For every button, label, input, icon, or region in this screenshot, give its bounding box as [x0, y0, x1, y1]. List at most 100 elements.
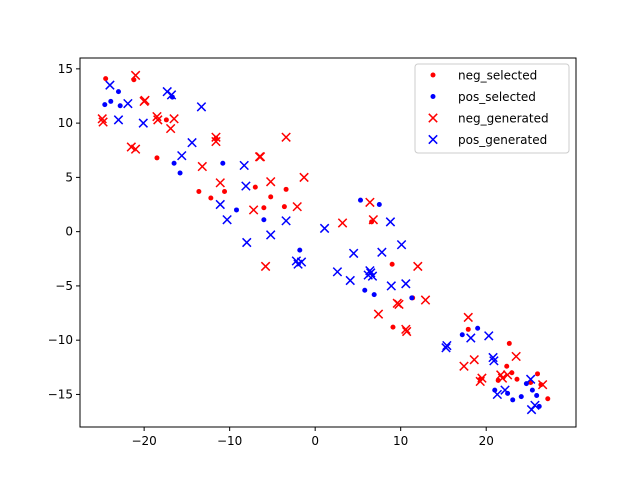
x-tick-label: 0 [311, 434, 319, 448]
neg_selected-point-18 [506, 340, 512, 346]
points-layer [97, 70, 551, 415]
series-neg_generated [97, 70, 548, 390]
neg_generated-point-22 [299, 172, 309, 183]
pos_selected-point-3 [117, 103, 123, 109]
neg_selected-point-23 [535, 371, 541, 377]
neg_generated-point-26 [373, 309, 384, 319]
pos_selected-point-9 [261, 217, 267, 223]
neg_generated-point-20 [281, 132, 291, 142]
neg_generated-point-8 [153, 115, 163, 125]
pos_generated-point-31 [401, 279, 411, 289]
pos_selected-point-12 [376, 202, 382, 208]
pos_generated-point-22 [348, 248, 359, 259]
pos_generated-point-32 [442, 340, 452, 351]
pos_generated-point-20 [332, 267, 343, 277]
pos_generated-point-37 [489, 356, 499, 366]
pos_selected-point-6 [177, 170, 183, 176]
neg_selected-point-8 [252, 184, 258, 190]
pos_generated-point-15 [281, 216, 291, 226]
neg_generated-point-7 [152, 111, 162, 122]
pos_selected-point-11 [357, 197, 363, 203]
pos_generated-point-34 [466, 333, 476, 343]
neg_generated-point-37 [477, 373, 487, 383]
neg_selected-point-9 [261, 205, 267, 211]
y-tick-label: −10 [48, 333, 73, 347]
neg_generated-point-25 [368, 214, 379, 225]
neg_generated-point-0 [97, 114, 107, 124]
neg_generated-point-32 [420, 295, 431, 305]
x-tick-label: 20 [479, 434, 494, 448]
neg_selected-point-11 [281, 204, 287, 210]
pos_generated-point-19 [319, 223, 330, 234]
pos_generated-point-13 [242, 237, 252, 248]
neg_generated-point-4 [130, 144, 141, 154]
y-tick-label: 10 [58, 116, 73, 130]
pos_generated-point-40 [525, 374, 536, 384]
pos_generated-point-10 [222, 214, 232, 225]
pos_selected-point-17 [475, 325, 481, 331]
pos_selected-point-20 [510, 397, 516, 403]
neg_generated-point-41 [511, 351, 521, 362]
neg_selected-point-14 [389, 261, 395, 267]
neg_generated-point-10 [169, 114, 179, 124]
neg_generated-point-29 [401, 324, 411, 335]
x-axis-ticks: −20 −10 0 10 20 [131, 427, 494, 448]
neg_selected-point-15 [390, 324, 396, 330]
neg_generated-point-9 [165, 123, 176, 134]
neg_generated-point-14 [215, 178, 225, 188]
pos_generated-point-6 [177, 150, 187, 161]
neg_selected-point-5 [208, 195, 214, 201]
neg_selected-point-6 [222, 188, 228, 194]
neg_generated-point-42 [537, 379, 548, 390]
pos_generated-point-14 [265, 230, 276, 240]
pos_selected-point-21 [518, 394, 524, 400]
pos_selected-point-8 [233, 207, 239, 213]
neg_generated-point-2 [130, 70, 141, 81]
neg_generated-point-34 [463, 312, 473, 323]
y-tick-label: −15 [48, 387, 73, 401]
legend-marker-pos_generated [428, 134, 438, 145]
pos_generated-point-38 [492, 389, 503, 400]
pos_generated-point-27 [377, 247, 387, 257]
pos_selected-point-10 [297, 247, 303, 253]
pos_generated-point-24 [365, 265, 375, 276]
pos_generated-point-0 [105, 80, 115, 90]
legend-entries: neg_selected pos_selected neg_generatedpos… [428, 69, 549, 147]
pos_generated-point-42 [530, 400, 540, 411]
x-tick-label: −20 [131, 434, 156, 448]
neg_selected-point-4 [196, 188, 202, 194]
legend-label-pos_selected: pos_selected [458, 90, 536, 104]
neg_selected-point-25 [545, 396, 551, 402]
neg_generated-point-31 [413, 261, 423, 272]
pos_generated-point-21 [345, 275, 355, 286]
neg_generated-point-12 [211, 132, 221, 142]
pos_selected-point-15 [409, 295, 415, 301]
pos_generated-point-3 [138, 118, 149, 128]
neg_generated-point-39 [497, 373, 508, 383]
neg_generated-point-35 [469, 354, 479, 365]
pos_selected-point-5 [171, 160, 177, 166]
pos_generated-point-35 [484, 331, 494, 341]
pos_generated-point-30 [396, 239, 407, 250]
legend-box [414, 63, 570, 154]
pos_generated-point-12 [241, 181, 251, 191]
neg_selected-point-17 [465, 326, 471, 332]
neg_generated-point-33 [459, 361, 469, 371]
y-axis-ticks: −15 −10 −5 0 5 10 15 [48, 62, 80, 401]
neg_generated-point-13 [211, 136, 221, 147]
pos_selected-point-23 [529, 387, 535, 393]
neg_selected-point-0 [103, 76, 109, 82]
legend-marker-pos_selected [430, 94, 436, 99]
legend-marker-neg_selected [430, 72, 436, 78]
pos_generated-point-2 [123, 98, 133, 109]
pos_selected-point-1 [108, 98, 114, 104]
neg_generated-point-6 [140, 95, 150, 106]
pos_generated-point-39 [500, 385, 510, 395]
pos_generated-point-11 [239, 160, 249, 171]
pos_selected-point-0 [102, 102, 108, 108]
x-tick-label: 10 [393, 434, 408, 448]
pos_generated-point-26 [367, 271, 378, 281]
neg_generated-point-30 [401, 326, 412, 337]
pos_generated-point-18 [296, 257, 307, 267]
